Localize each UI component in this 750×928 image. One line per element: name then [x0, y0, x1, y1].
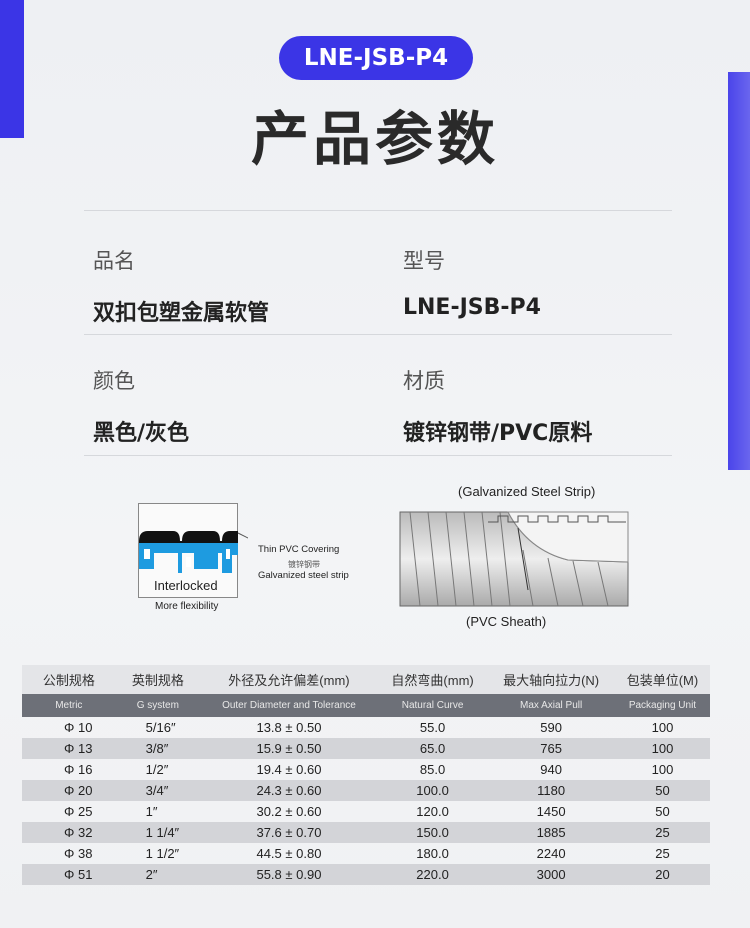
- table-cell: 44.5 ± 0.80: [256, 846, 322, 861]
- table-row: Φ 16 1/2″ 19.4 ± 0.60 85.0 940 100: [22, 759, 710, 780]
- column-header-en: Outer Diameter and Tolerance: [200, 694, 378, 717]
- table-cell: 100.0: [377, 780, 488, 801]
- model-badge: LNE-JSB-P4: [279, 36, 473, 80]
- table-cell: 2″: [115, 864, 201, 885]
- table-row: Φ 51 2″ 55.8 ± 0.90 220.0 3000 20: [22, 864, 710, 885]
- page-title: 产品参数: [250, 105, 499, 173]
- param-value: 镀锌钢带/PVC原料: [403, 421, 593, 446]
- table-cell: 120.0: [416, 804, 449, 819]
- table-cell: Φ 16: [64, 762, 93, 777]
- table-cell: Φ 38: [64, 846, 93, 861]
- table-cell: 20: [614, 864, 710, 885]
- table-row: Φ 13 3/8″ 15.9 ± 0.50 65.0 765 100: [22, 738, 710, 759]
- table-cell: 150.0: [377, 822, 488, 843]
- pvc-covering-label: Thin PVC Covering: [258, 544, 340, 555]
- table-row: Φ 32 1 1/4″ 37.6 ± 0.70 150.0 1885 25: [22, 822, 710, 843]
- table-cell: 1450: [536, 804, 566, 819]
- table-cell: 100: [651, 762, 674, 777]
- table-cell: 55.8 ± 0.90: [200, 864, 378, 885]
- param-value: 双扣包塑金属软管: [93, 301, 270, 326]
- table-cell: 3000: [487, 864, 615, 885]
- table-cell: 19.4 ± 0.60: [256, 762, 322, 777]
- table-cell: 1885: [487, 822, 615, 843]
- column-header-en: Max Axial Pull: [487, 694, 615, 717]
- table-cell: 100: [651, 720, 674, 735]
- param-value: LNE-JSB-P4: [403, 295, 541, 320]
- column-header: 外径及允许偏差(mm): [200, 665, 378, 694]
- table-cell: 65.0: [377, 738, 488, 759]
- table-cell: 1 1/2″: [145, 846, 180, 861]
- param-label: 颜色: [93, 369, 135, 393]
- table-cell: Φ 25: [64, 804, 93, 819]
- table-cell: 15.9 ± 0.50: [200, 738, 378, 759]
- table-cell: 3/8″: [115, 738, 201, 759]
- table-cell: 30.2 ± 0.60: [256, 804, 322, 819]
- table-cell: 24.3 ± 0.60: [200, 780, 378, 801]
- table-cell: 5/16″: [145, 720, 176, 735]
- column-header-en: G system: [115, 694, 201, 717]
- table-cell: 940: [540, 762, 562, 777]
- divider: [84, 455, 672, 456]
- table-cell: 50: [655, 804, 670, 819]
- table-cell: Φ 10: [64, 720, 93, 735]
- table-cell: 55.0: [419, 720, 446, 735]
- table-cell: 85.0: [419, 762, 446, 777]
- column-header: 最大轴向拉力(N): [487, 665, 615, 694]
- table-cell: 1 1/4″: [115, 822, 201, 843]
- table-cell: Φ 20: [22, 780, 116, 801]
- param-label: 型号: [403, 249, 445, 273]
- table-cell: 25: [655, 846, 670, 861]
- table-cell: 25: [614, 822, 710, 843]
- steel-strip-callout: (Galvanized Steel Strip): [458, 484, 596, 499]
- table-cell: Φ 13: [22, 738, 116, 759]
- interlocked-label: Interlocked: [154, 578, 218, 593]
- divider: [84, 334, 672, 335]
- param-value: 黑色/灰色: [93, 421, 190, 446]
- table-cell: 1180: [487, 780, 615, 801]
- steel-strip-label: Galvanized steel strip: [258, 570, 349, 581]
- column-header-en: Natural Curve: [377, 694, 488, 717]
- table-cell: 3/4″: [115, 780, 201, 801]
- table-cell: 1″: [145, 804, 158, 819]
- table-cell: 13.8 ± 0.50: [256, 720, 322, 735]
- hose-cutaway-diagram: [399, 511, 629, 607]
- table-cell: 50: [614, 780, 710, 801]
- table-row: Φ 20 3/4″ 24.3 ± 0.60 100.0 1180 50: [22, 780, 710, 801]
- table-cell: 220.0: [377, 864, 488, 885]
- flexibility-caption: More flexibility: [155, 601, 219, 612]
- column-header: 自然弯曲(mm): [377, 665, 488, 694]
- accent-bar-right: [728, 72, 750, 470]
- param-label: 品名: [93, 249, 135, 273]
- accent-bar-left: [0, 0, 24, 138]
- column-header-en: Metric: [22, 694, 116, 717]
- column-header: 英制规格: [115, 665, 201, 694]
- pvc-sheath-callout: (PVC Sheath): [466, 614, 547, 629]
- table-cell: Φ 51: [22, 864, 116, 885]
- interlocked-profile-diagram: [138, 503, 248, 598]
- table-cell: 1/2″: [145, 762, 169, 777]
- column-header: 公制规格: [22, 665, 116, 694]
- table-cell: 765: [487, 738, 615, 759]
- table-row: Φ 25 1″ 30.2 ± 0.60 120.0 1450 50: [22, 801, 710, 822]
- table-row: Φ 38 1 1/2″ 44.5 ± 0.80 180.0 2240 25: [22, 843, 710, 864]
- column-header-en: Packaging Unit: [614, 694, 710, 717]
- steel-strip-cn-label: 镀锌钢带: [288, 560, 320, 569]
- column-header: 包装单位(M): [614, 665, 710, 694]
- table-cell: 590: [540, 720, 562, 735]
- table-cell: Φ 32: [22, 822, 116, 843]
- table-cell: 180.0: [416, 846, 449, 861]
- table-cell: 2240: [536, 846, 566, 861]
- table-cell: 37.6 ± 0.70: [200, 822, 378, 843]
- divider: [84, 210, 672, 211]
- param-label: 材质: [403, 369, 445, 393]
- table-row: Φ 10 5/16″ 13.8 ± 0.50 55.0 590 100: [22, 717, 710, 738]
- table-cell: 100: [614, 738, 710, 759]
- spec-table: 公制规格 英制规格 外径及允许偏差(mm) 自然弯曲(mm) 最大轴向拉力(N) 包装单位…: [22, 665, 710, 885]
